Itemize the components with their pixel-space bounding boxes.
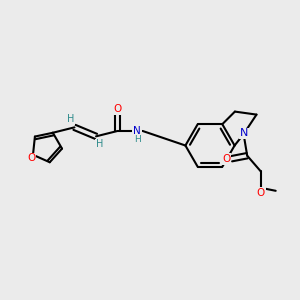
Text: O: O	[113, 104, 122, 114]
Text: N: N	[240, 128, 248, 139]
Text: H: H	[134, 134, 140, 143]
Text: O: O	[27, 153, 36, 164]
Text: O: O	[256, 188, 265, 198]
Text: O: O	[222, 154, 230, 164]
Text: H: H	[67, 114, 74, 124]
Text: N: N	[133, 126, 141, 136]
Text: H: H	[96, 140, 103, 149]
